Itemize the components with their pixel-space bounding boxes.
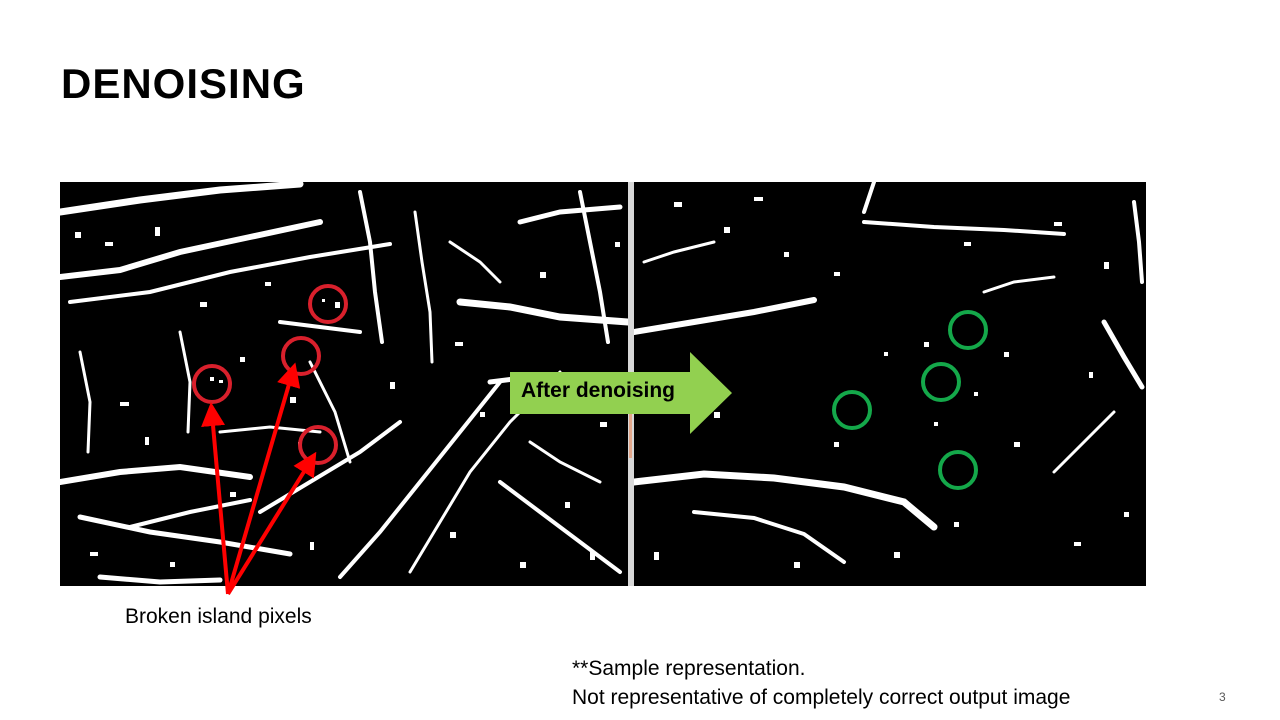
sample-note: **Sample representation. Not representat… — [572, 654, 1070, 712]
divider-tick — [629, 414, 632, 458]
note-line-2: Not representative of completely correct… — [572, 686, 1071, 709]
broken-island-caption: Broken island pixels — [125, 605, 312, 628]
page-title: DENOISING — [61, 60, 306, 107]
after-denoising-arrow — [510, 352, 732, 434]
arrow-label: After denoising — [521, 379, 676, 402]
note-line-1: **Sample representation. — [572, 657, 806, 680]
page-number: 3 — [1219, 690, 1226, 704]
